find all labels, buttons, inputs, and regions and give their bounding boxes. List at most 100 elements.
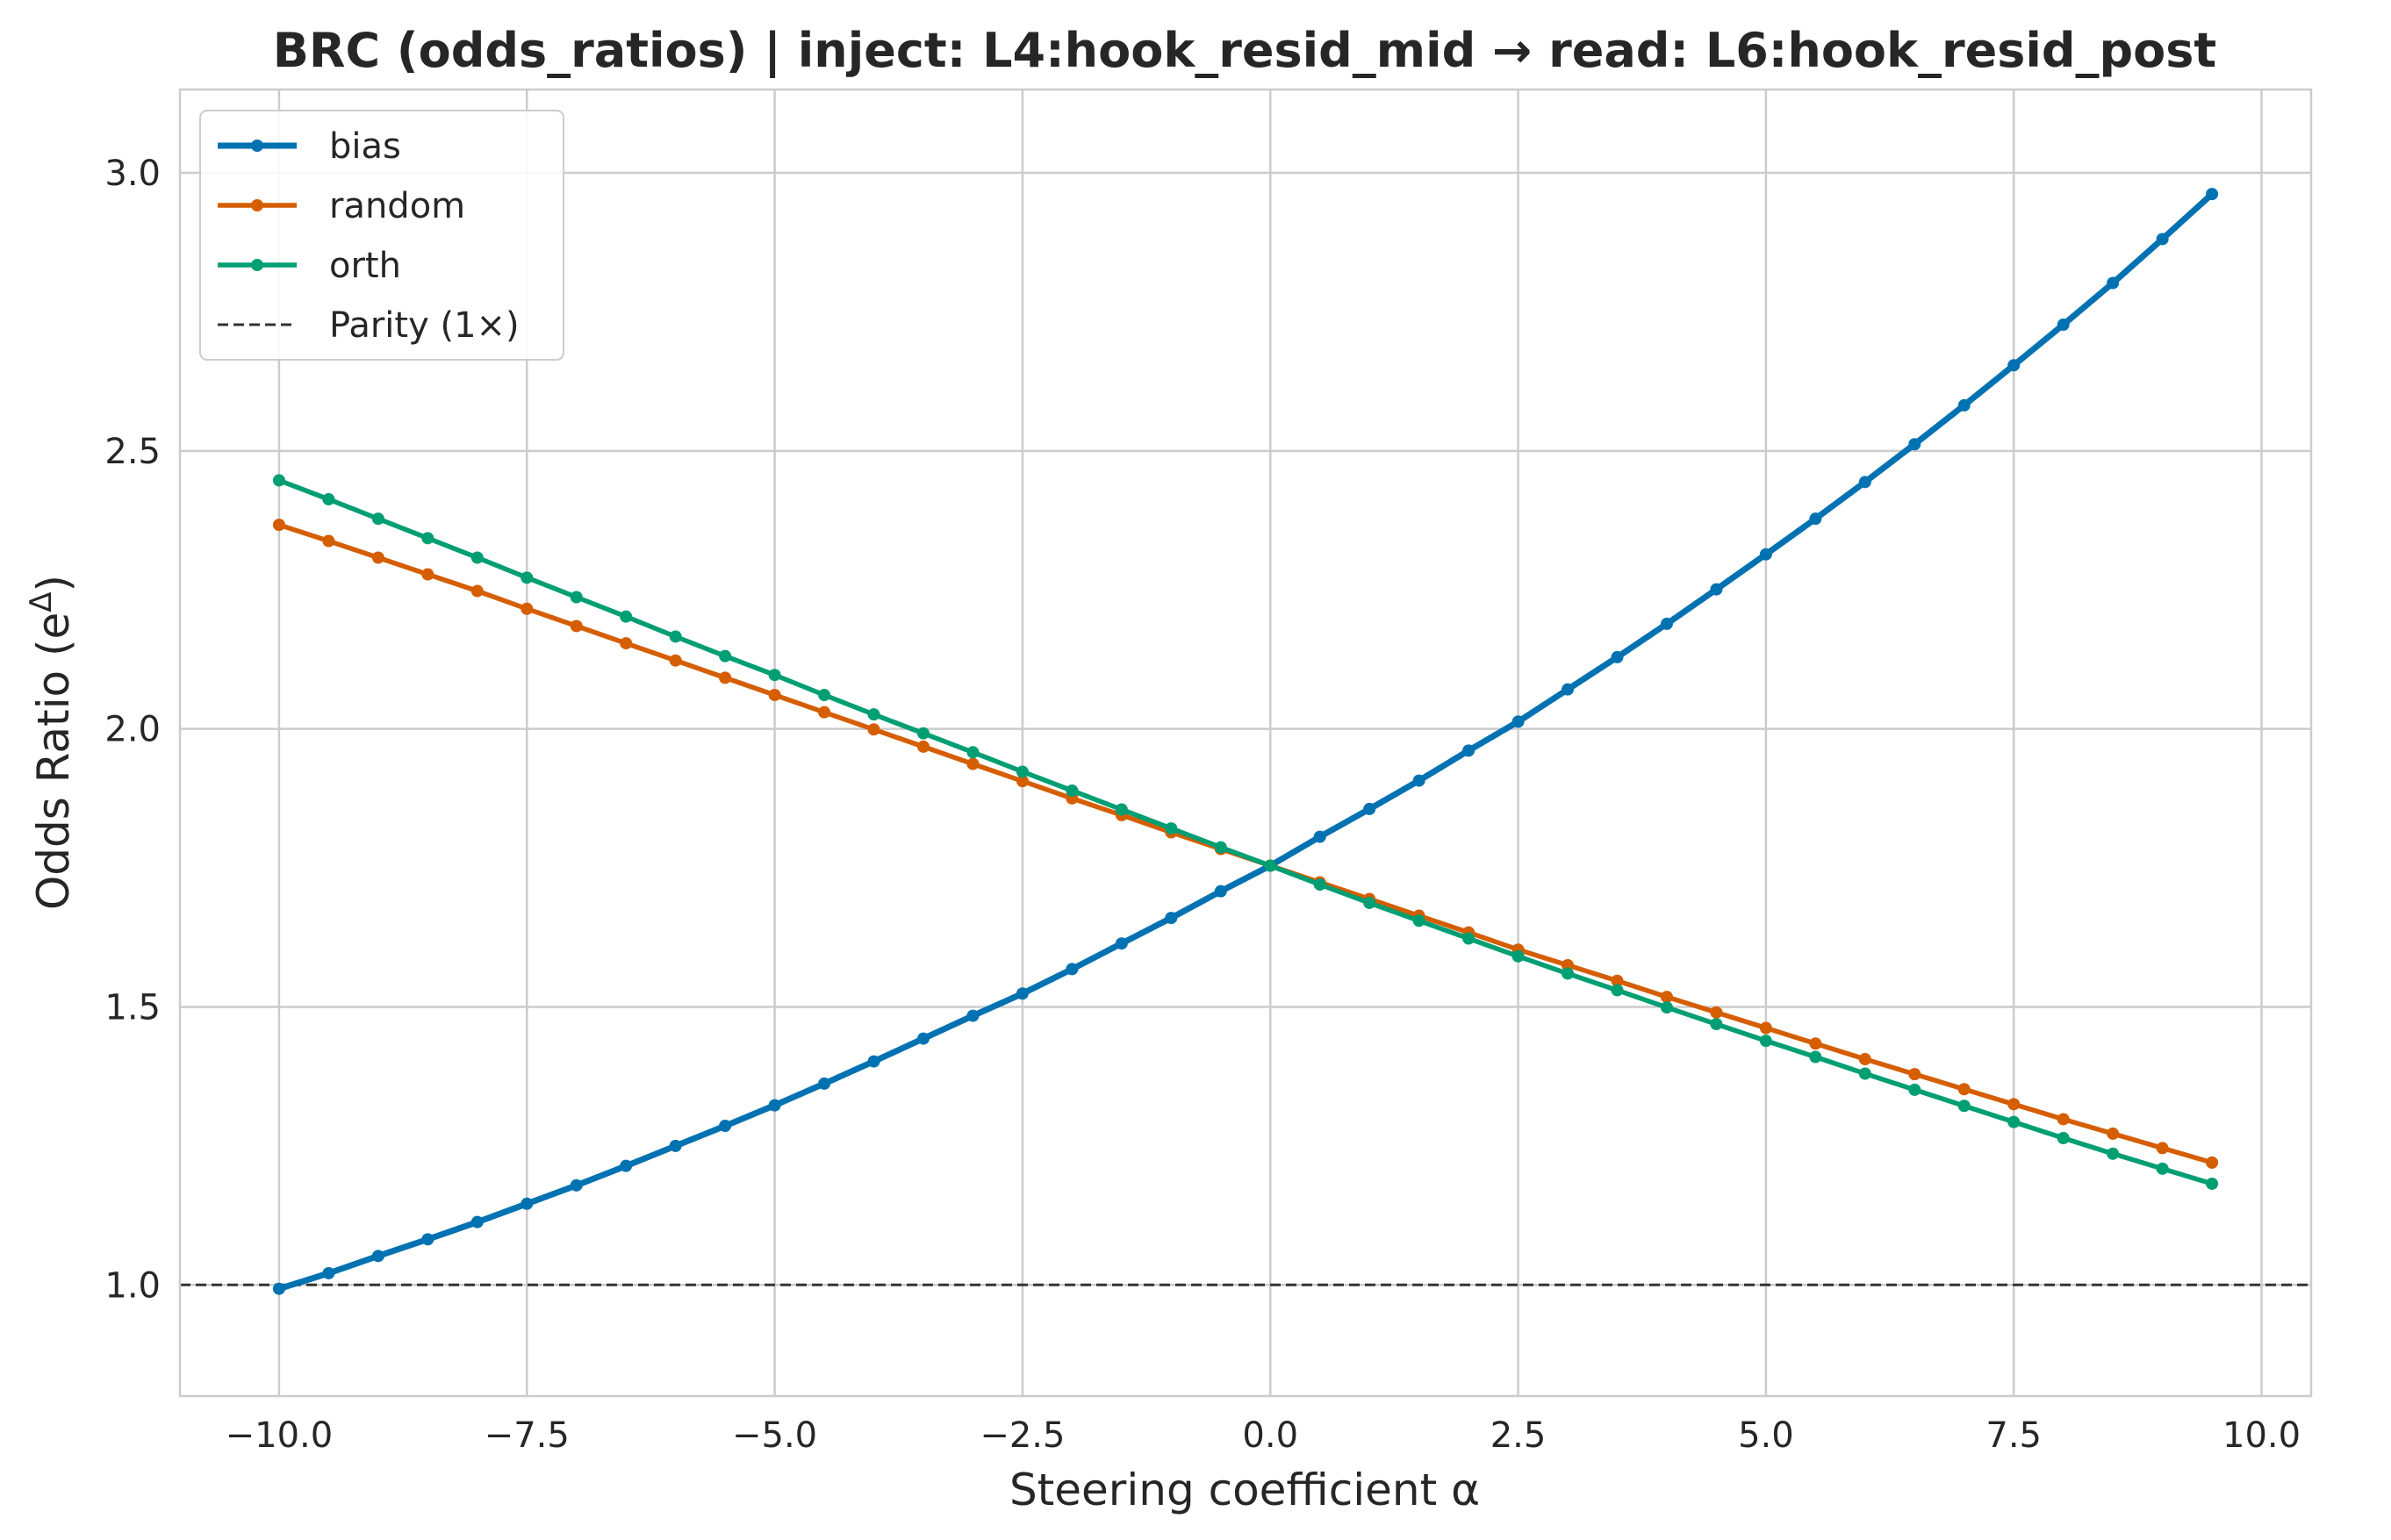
data-point-random [272,519,285,532]
data-point-bias [966,1009,980,1022]
data-point-orth [669,630,682,643]
data-point-orth [1016,765,1029,778]
data-point-orth [1115,803,1128,816]
data-point-random [768,689,781,702]
data-point-orth [1809,1050,1822,1064]
data-point-orth [1759,1035,1772,1048]
data-point-random [1759,1021,1772,1035]
series-orth [272,474,2219,1190]
data-point-orth [1313,878,1326,892]
data-point-orth [272,474,285,487]
data-point-bias [2057,319,2070,332]
data-point-bias [1115,937,1128,950]
data-point-orth [620,610,633,623]
y-axis-label-main: Odds Ratio (e [28,612,79,910]
data-point-orth [1957,1099,1971,1113]
data-point-orth [1363,896,1376,909]
x-tick-label: 2.5 [1490,1415,1547,1456]
data-point-bias [1660,617,1673,630]
data-point-random [2206,1156,2219,1169]
data-point-orth [371,512,384,526]
data-point-orth [2206,1177,2219,1190]
data-point-orth [1066,784,1079,797]
data-point-random [2007,1098,2021,1111]
data-point-bias [1165,912,1178,925]
data-point-bias [1908,438,1921,451]
data-point-random [1858,1053,1871,1066]
data-point-random [1611,974,1624,987]
data-point-bias [669,1139,682,1152]
data-point-random [1660,991,1673,1004]
data-point-bias [421,1233,434,1246]
data-point-bias [818,1077,831,1090]
data-point-orth [1710,1018,1723,1031]
data-point-random [966,757,980,770]
data-point-random [719,671,732,684]
data-point-orth [470,551,484,564]
y-tick-label: 2.5 [104,432,161,472]
data-point-random [371,551,384,564]
series-line-bias [276,190,2215,1293]
data-point-bias [1759,548,1772,561]
x-tick-label: −7.5 [485,1415,570,1456]
legend-label: orth [329,246,401,286]
data-point-orth [521,571,534,584]
data-point-random [818,706,831,719]
data-point-bias [1957,398,1971,412]
legend: bias random orth Parity (1×) [199,110,564,361]
y-tick-label: 2.0 [104,710,161,750]
data-point-orth [1562,967,1575,980]
chart-title: BRC (odds_ratios) | inject: L4:hook_resi… [273,23,2216,78]
data-point-orth [1165,822,1178,835]
data-point-orth [1412,914,1425,928]
data-point-random [470,584,484,598]
data-point-bias [1363,802,1376,815]
legend-marker-random [251,199,263,211]
data-point-random [916,740,930,753]
data-point-random [322,534,335,548]
data-point-orth [2007,1115,2021,1128]
data-point-random [2107,1127,2120,1140]
data-point-bias [1412,774,1425,787]
data-point-bias [1511,715,1525,728]
data-point-bias [470,1215,484,1228]
data-point-bias [1214,885,1227,898]
legend-box [199,110,564,361]
y-axis-label-superscript: Δ [24,591,59,612]
data-point-bias [719,1120,732,1133]
data-point-random [2156,1142,2169,1155]
legend-label: bias [329,126,401,167]
data-point-bias [1313,830,1326,843]
data-point-bias [2206,188,2219,201]
data-point-bias [1611,650,1624,663]
x-tick-label: −5.0 [732,1415,817,1456]
data-point-orth [1462,932,1476,945]
x-tick-label: 5.0 [1738,1415,1794,1456]
data-point-random [521,602,534,615]
data-point-bias [570,1178,583,1192]
legend-label: random [329,186,465,226]
data-point-orth [421,532,434,545]
data-point-random [867,723,880,736]
data-point-bias [371,1250,384,1263]
data-point-bias [620,1159,633,1172]
x-tick-label: 10.0 [2222,1415,2301,1456]
data-point-orth [719,649,732,663]
data-point-random [2057,1113,2070,1126]
data-point-orth [1264,859,1277,872]
data-point-bias [521,1197,534,1210]
data-point-bias [2007,359,2021,372]
data-point-bias [1710,583,1723,596]
series-line-orth [276,477,2215,1186]
data-point-orth [1611,984,1624,997]
data-point-random [620,637,633,650]
data-point-bias [2156,233,2169,246]
data-point-bias [2107,276,2120,290]
data-point-orth [2156,1162,2169,1175]
legend-label: Parity (1×) [329,305,520,346]
x-axis-label: Steering coefficient α [1009,1465,1480,1515]
data-point-orth [1214,841,1227,854]
data-point-random [1016,775,1029,788]
data-point-orth [867,708,880,721]
data-point-orth [768,669,781,682]
